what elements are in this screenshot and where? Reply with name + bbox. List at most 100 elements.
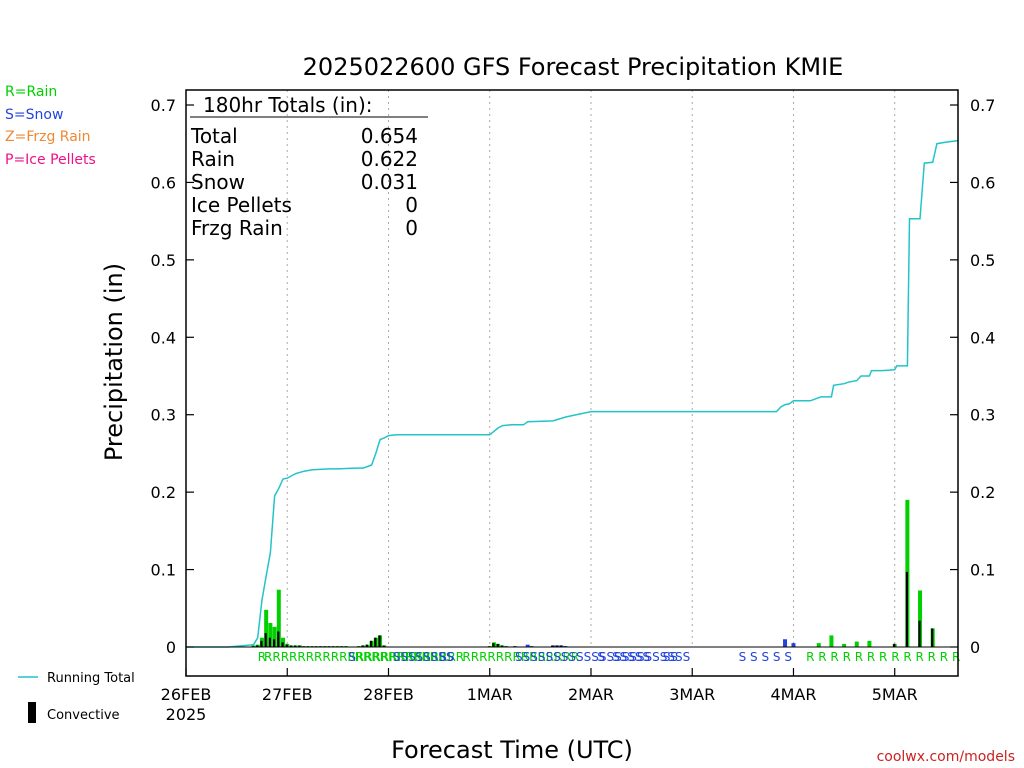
y-axis-label: Precipitation (in) (100, 263, 128, 461)
totals-label-1: Rain (191, 147, 235, 171)
type-strip-text-11: SS (663, 650, 678, 664)
type-strip-text-10: SSSSS (612, 650, 650, 664)
convective-bar-28 (378, 635, 381, 647)
type-strip-text-6: R (462, 650, 470, 664)
precip-bar-4 (268, 622, 273, 647)
plot-frame (185, 89, 959, 677)
line-legend: Running Total Convective (18, 671, 135, 723)
y-tick-label-right-1: 0.1 (970, 561, 995, 580)
x-tick-label-0: 26FEB (161, 685, 212, 704)
convective-bar-50 (905, 571, 908, 647)
totals-value-1: 0.622 (361, 147, 418, 171)
legend-snow: S=Snow (5, 107, 63, 123)
convective-bar-10 (294, 645, 297, 647)
convective-bar-7 (281, 642, 284, 647)
y-tick-label-left-6: 0.6 (151, 173, 176, 192)
legend-rain: R=Rain (5, 84, 57, 100)
type-strip-text-7: RRRRRRRRRRRRR (471, 650, 579, 664)
totals-label-3: Ice Pellets (191, 193, 292, 217)
x-tick-label-2: 28FEB (363, 685, 414, 704)
totals-value-4: 0 (405, 216, 418, 240)
convective-bar-49 (893, 643, 896, 647)
type-strip-text-4: SSSSSSSS (393, 650, 454, 664)
y-tick-label-right-3: 0.3 (970, 406, 995, 425)
convective-bar-29 (382, 645, 385, 647)
precip-bar-46 (842, 643, 847, 647)
y-tick-label-right-6: 0.6 (970, 173, 995, 192)
convective-bar-39 (555, 645, 558, 647)
credit-text: coolwx.com/models (877, 749, 1015, 765)
y-tick-label-left-5: 0.5 (151, 251, 176, 270)
convective-bar-11 (298, 645, 301, 647)
totals-value-3: 0 (405, 193, 418, 217)
type-strip-text-9: S (597, 650, 605, 664)
totals-label-0: Total (190, 124, 238, 148)
convective-bar-31 (492, 643, 495, 647)
y-axis-ticks: 0 00.1 0.10.2 0.20.3 0.30.4 0.40.5 0.50.6 0.60.… (151, 96, 996, 657)
type-strip-text-0: R (258, 650, 266, 664)
totals-box: 180hr Totals (in): Total 0.654 Rain 0.622 Sn… (190, 93, 428, 240)
y-tick-label-right-4: 0.4 (970, 328, 995, 347)
convective-bar-33 (500, 645, 503, 647)
x-tick-label-6: 4MAR (770, 685, 816, 704)
convective-bar-25 (365, 644, 369, 647)
convective-legend-swatch (28, 702, 36, 723)
precip-bar-47 (854, 641, 859, 647)
totals-value-2: 0.031 (361, 170, 418, 194)
y-tick-label-right-7: 0.7 (970, 96, 995, 115)
convective-bar-6 (277, 631, 280, 647)
running-total-line (186, 139, 959, 648)
convective-bar-32 (496, 643, 499, 647)
type-strip-text-1: RRRRRRRRRRRRRRRRRRRRRRRR (264, 650, 464, 664)
convective-bar-24 (361, 645, 364, 647)
convective-bar-27 (374, 637, 377, 647)
running-total-legend-label: Running Total (47, 671, 135, 686)
precip-bar-43 (791, 643, 796, 647)
type-strip-text-13: R R R R R R R R R R R R R (806, 650, 960, 664)
precip-type-strip: RRRRRRRRRRRRRRRRRRRRRRRRRSRRRRRRRRRRRSSS… (258, 650, 961, 664)
x-tick-label-5: 3MAR (669, 685, 715, 704)
precip-bar-45 (829, 635, 834, 647)
y-tick-label-left-1: 0.1 (151, 561, 176, 580)
convective-bar-40 (559, 645, 563, 647)
legend-ice-pellets: P=Ice Pellets (5, 152, 96, 168)
convective-bar-2 (260, 640, 263, 647)
precip-bar-3 (264, 609, 269, 647)
precip-bar-6 (276, 589, 281, 647)
convective-bar-5 (272, 639, 276, 647)
x-axis-label: Forecast Time (UTC) (391, 736, 633, 764)
precip-bar-44 (816, 643, 821, 647)
type-strip-text-3: RRRRRRRRRRR (355, 650, 447, 664)
precip-bar-51 (918, 590, 923, 647)
type-strip-text-5: SS (439, 650, 454, 664)
y-tick-label-left-3: 0.3 (151, 406, 176, 425)
convective-bar-9 (289, 645, 293, 647)
type-strip-text-2: S (348, 650, 356, 664)
y-tick-label-right-5: 0.5 (970, 251, 995, 270)
precip-bar-36 (525, 644, 530, 647)
totals-label-2: Snow (191, 170, 245, 194)
y-tick-label-left-4: 0.4 (151, 328, 176, 347)
y-tick-label-left-7: 0.7 (151, 96, 176, 115)
convective-bar-26 (370, 640, 373, 647)
totals-value-0: 0.654 (361, 124, 418, 148)
precip-bar-48 (867, 640, 872, 647)
totals-label-4: Frzg Rain (191, 216, 283, 240)
x-tick-sublabel-0: 2025 (166, 705, 207, 724)
convective-bar-51 (918, 620, 921, 647)
convective-bar-4 (268, 637, 271, 647)
totals-heading: 180hr Totals (in): (203, 93, 373, 117)
y-tick-label-left-2: 0.2 (151, 483, 176, 502)
convective-bar-38 (551, 645, 554, 647)
y-tick-label-left-0: 0 (166, 638, 176, 657)
precip-bars (251, 499, 935, 648)
type-legend: R=Rain S=Snow Z=Frzg Rain P=Ice Pellets (5, 84, 96, 168)
y-tick-label-right-2: 0.2 (970, 483, 995, 502)
convective-bar-3 (264, 633, 267, 647)
convective-bar-8 (285, 644, 288, 647)
legend-frzg-rain: Z=Frzg Rain (5, 129, 91, 145)
y-tick-label-right-0: 0 (970, 638, 980, 657)
type-strip-text-8: SSSSSSSSSSSSSSSSSSSSSSS (515, 650, 690, 664)
